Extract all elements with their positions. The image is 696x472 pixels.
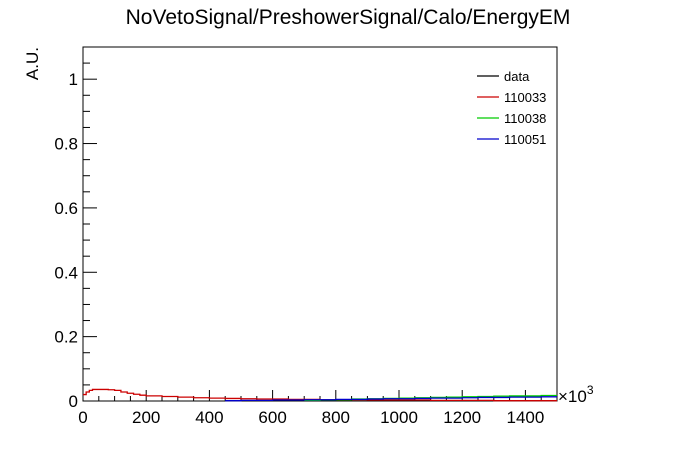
x-tick-label: 0	[78, 408, 87, 427]
y-tick-label: 0.6	[54, 199, 78, 218]
x-axis-multiplier: ×103	[558, 383, 594, 406]
y-tick-label: 0	[69, 392, 78, 411]
x-tick-label: 400	[195, 408, 223, 427]
x-tick-label: 1000	[380, 408, 418, 427]
y-tick-label: 1	[69, 70, 78, 89]
legend-label-110051: 110051	[504, 132, 546, 147]
plot-frame	[82, 46, 558, 402]
series-line-110033	[83, 388, 557, 402]
legend-label-data: data	[504, 69, 530, 84]
series-lines	[83, 388, 557, 402]
chart-title: NoVetoSignal/PreshowerSignal/Calo/Energy…	[126, 6, 571, 29]
series-line-110051	[225, 396, 557, 402]
x-tick-label: 1400	[506, 408, 544, 427]
legend-label-110038: 110038	[504, 111, 546, 126]
x-tick-label: 1200	[443, 408, 481, 427]
plot-frame-rect	[82, 46, 558, 402]
legend-label-110033: 110033	[504, 90, 546, 105]
x-tick-label: 200	[132, 408, 160, 427]
axis-ticks: 0 200 400 600 800 1000 1200 1400 0 0.2 0.4 0.6 0.8 1	[54, 62, 558, 427]
y-tick-label: 0.2	[54, 328, 78, 347]
x-tick-label: 600	[258, 408, 286, 427]
legend: data 110033 110038 110051	[477, 69, 546, 147]
y-tick-label: 0.8	[54, 135, 78, 154]
x-tick-label: 800	[322, 408, 350, 427]
y-axis-label: A.U.	[23, 47, 42, 80]
y-tick-label: 0.4	[54, 263, 78, 282]
